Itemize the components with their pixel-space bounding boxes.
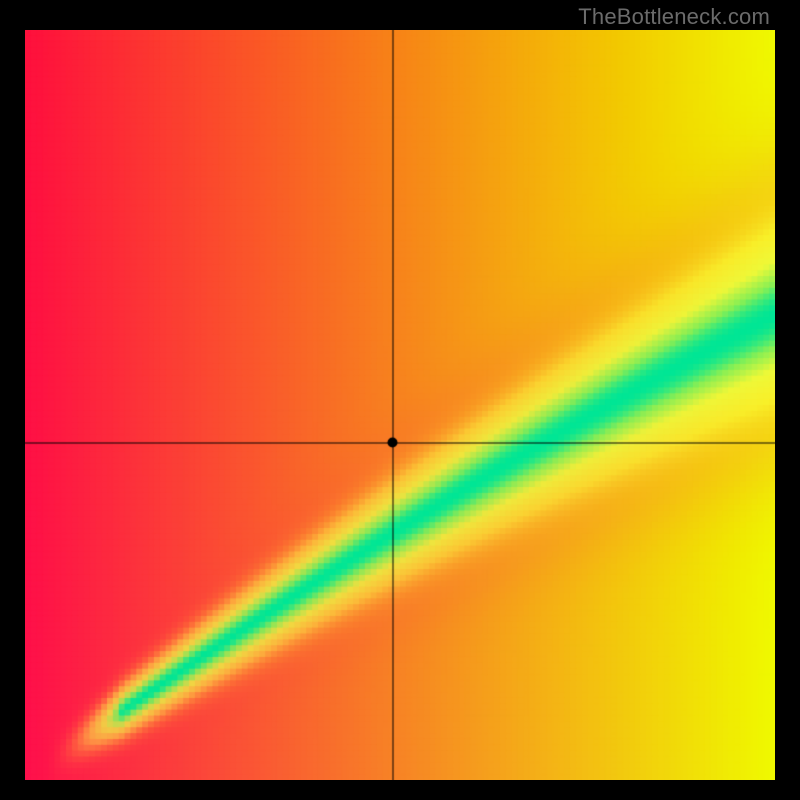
chart-frame xyxy=(25,30,775,780)
watermark-text: TheBottleneck.com xyxy=(578,4,770,30)
heatmap-canvas xyxy=(25,30,775,780)
